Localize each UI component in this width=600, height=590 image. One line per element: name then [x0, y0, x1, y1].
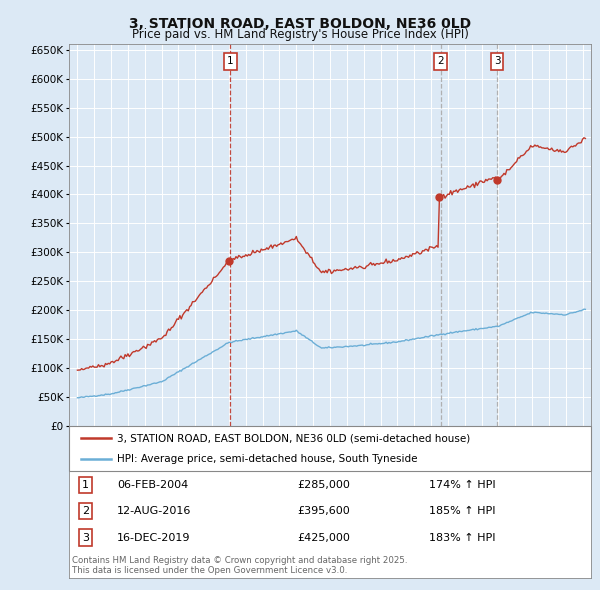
Text: 2: 2 — [437, 57, 444, 67]
Text: 3, STATION ROAD, EAST BOLDON, NE36 0LD: 3, STATION ROAD, EAST BOLDON, NE36 0LD — [129, 17, 471, 31]
Text: £285,000: £285,000 — [297, 480, 350, 490]
Text: HPI: Average price, semi-detached house, South Tyneside: HPI: Average price, semi-detached house,… — [117, 454, 418, 464]
Text: 12-AUG-2016: 12-AUG-2016 — [117, 506, 191, 516]
Text: 3: 3 — [494, 57, 500, 67]
Text: 3: 3 — [82, 533, 89, 543]
Text: 1: 1 — [82, 480, 89, 490]
Text: 3, STATION ROAD, EAST BOLDON, NE36 0LD (semi-detached house): 3, STATION ROAD, EAST BOLDON, NE36 0LD (… — [117, 434, 470, 444]
Text: 174% ↑ HPI: 174% ↑ HPI — [429, 480, 496, 490]
Text: 1: 1 — [227, 57, 233, 67]
Text: 2: 2 — [82, 506, 89, 516]
Text: 183% ↑ HPI: 183% ↑ HPI — [429, 533, 496, 543]
Text: 16-DEC-2019: 16-DEC-2019 — [117, 533, 191, 543]
Text: £395,600: £395,600 — [297, 506, 350, 516]
Text: 06-FEB-2004: 06-FEB-2004 — [117, 480, 188, 490]
Text: Contains HM Land Registry data © Crown copyright and database right 2025.
This d: Contains HM Land Registry data © Crown c… — [72, 556, 407, 575]
Text: £425,000: £425,000 — [297, 533, 350, 543]
Text: 185% ↑ HPI: 185% ↑ HPI — [429, 506, 496, 516]
Text: Price paid vs. HM Land Registry's House Price Index (HPI): Price paid vs. HM Land Registry's House … — [131, 28, 469, 41]
